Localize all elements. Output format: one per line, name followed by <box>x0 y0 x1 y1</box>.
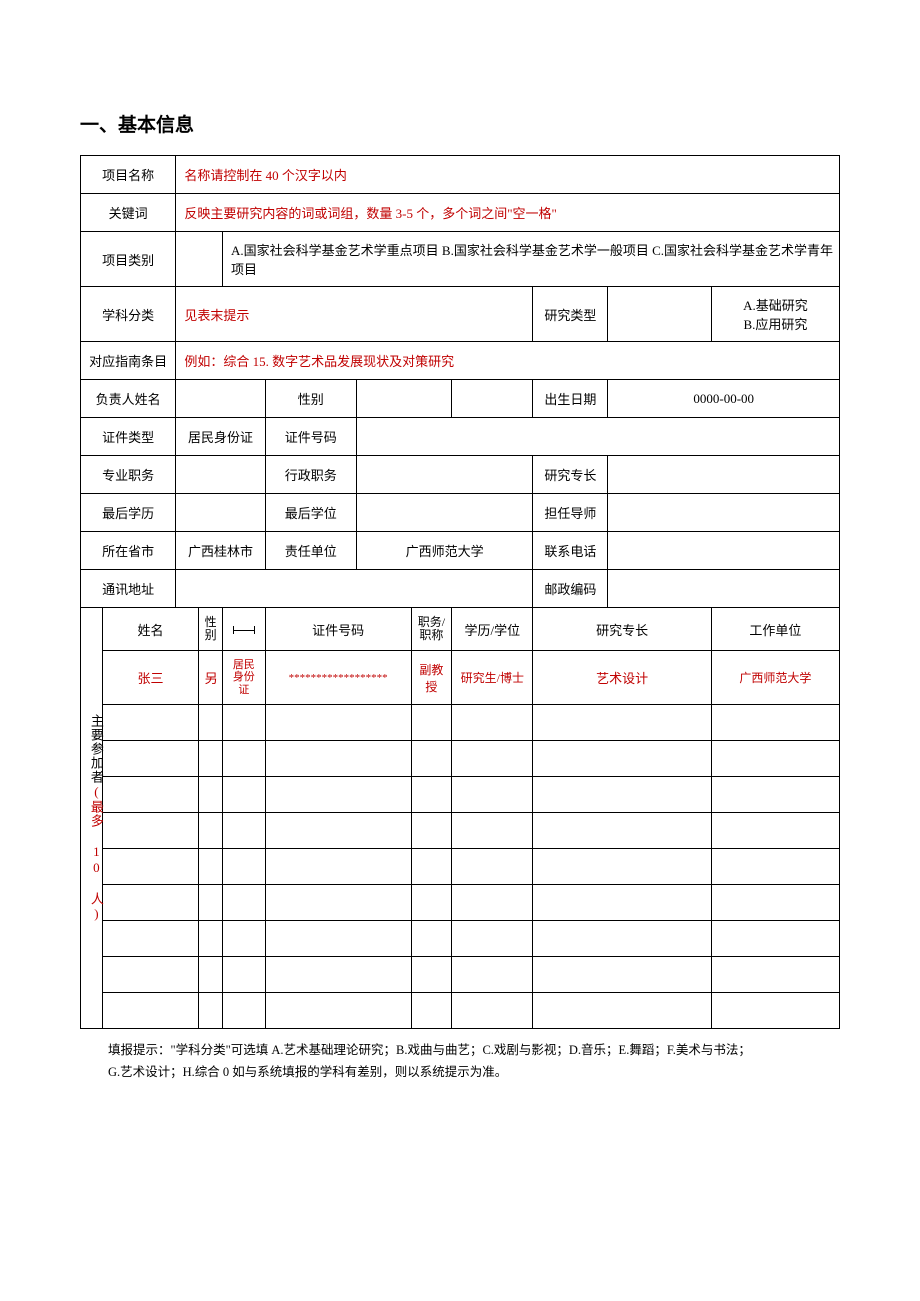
participant-education[interactable]: 研究生/博士 <box>452 651 533 704</box>
label-mailing-address: 通讯地址 <box>81 570 176 608</box>
label-research-type: 研究类型 <box>533 287 608 342</box>
participant-row-empty <box>81 776 840 812</box>
cell-research-type-code[interactable] <box>608 287 711 342</box>
value-province-city: 广西桂林市 <box>176 532 265 570</box>
value-id-type: 居民身份证 <box>176 418 265 456</box>
label-keywords: 关键词 <box>81 194 176 232</box>
cell-contact-phone[interactable] <box>608 532 840 570</box>
label-postal-code: 邮政编码 <box>533 570 608 608</box>
label-guide-item: 对应指南条目 <box>81 342 176 380</box>
label-supervisor: 担任导师 <box>533 494 608 532</box>
label-id-number: 证件号码 <box>265 418 356 456</box>
participant-name[interactable]: 张三 <box>103 651 198 704</box>
label-last-degree: 最后学位 <box>265 494 356 532</box>
value-subject-hint: 见表末提示 <box>176 287 533 342</box>
cell-category-code[interactable] <box>176 232 223 287</box>
basic-info-table: 项目名称 名称请控制在 40 个汉字以内 关键词 反映主要研究内容的词或词组，数… <box>80 155 840 1029</box>
value-responsible-unit: 广西师范大学 <box>356 532 532 570</box>
label-leader-name: 负责人姓名 <box>81 380 176 418</box>
cell-mailing-address[interactable] <box>176 570 533 608</box>
value-project-name-hint: 名称请控制在 40 个汉字以内 <box>176 156 840 194</box>
header-participant-id-type-marker <box>223 608 266 651</box>
value-keywords-hint: 反映主要研究内容的词或词组，数量 3-5 个，多个词之间"空一格" <box>176 194 840 232</box>
participant-row-empty <box>81 704 840 740</box>
participant-row-empty <box>81 884 840 920</box>
participant-row-empty <box>81 848 840 884</box>
participant-specialty[interactable]: 艺术设计 <box>533 651 712 704</box>
cell-last-degree[interactable] <box>356 494 532 532</box>
cell-professional-title[interactable] <box>176 456 265 494</box>
value-project-category-options: A.国家社会科学基金艺术学重点项目 B.国家社会科学基金艺术学一般项目 C.国家… <box>223 232 840 287</box>
participant-row-empty <box>81 740 840 776</box>
cell-admin-position[interactable] <box>356 456 532 494</box>
participant-id-number[interactable]: ****************** <box>265 651 411 704</box>
label-birth-date: 出生日期 <box>533 380 608 418</box>
cell-supervisor[interactable] <box>608 494 840 532</box>
cell-id-number[interactable] <box>356 418 839 456</box>
participant-id-type[interactable]: 居民身份证 <box>223 651 266 704</box>
cell-gender-code[interactable] <box>356 380 451 418</box>
label-gender: 性别 <box>265 380 356 418</box>
participant-row-empty <box>81 992 840 1028</box>
header-participant-gender: 性别 <box>198 608 222 651</box>
label-subject-category: 学科分类 <box>81 287 176 342</box>
participant-row-empty <box>81 812 840 848</box>
header-participant-position: 职务/职称 <box>411 608 452 651</box>
participant-position[interactable]: 副教授 <box>411 651 452 704</box>
header-participant-id-number: 证件号码 <box>265 608 411 651</box>
value-research-type-options: A.基础研究 B.应用研究 <box>711 287 839 342</box>
cell-gender-value[interactable] <box>452 380 533 418</box>
header-participant-workunit: 工作单位 <box>711 608 839 651</box>
section-title: 一、基本信息 <box>80 110 840 137</box>
cell-last-education[interactable] <box>176 494 265 532</box>
header-participant-specialty: 研究专长 <box>533 608 712 651</box>
label-province-city: 所在省市 <box>81 532 176 570</box>
label-contact-phone: 联系电话 <box>533 532 608 570</box>
footer-line1: 填报提示："学科分类"可选填 A.艺术基础理论研究；B.戏曲与曲艺；C.戏剧与影… <box>108 1039 840 1062</box>
label-last-education: 最后学历 <box>81 494 176 532</box>
header-participant-name: 姓名 <box>103 608 198 651</box>
label-responsible-unit: 责任单位 <box>265 532 356 570</box>
label-admin-position: 行政职务 <box>265 456 356 494</box>
cell-leader-name[interactable] <box>176 380 265 418</box>
participants-limit-text: (最多 10 人) <box>89 784 104 922</box>
participants-label-text: 主要参加者 <box>89 714 104 784</box>
label-project-name: 项目名称 <box>81 156 176 194</box>
header-participant-education: 学历/学位 <box>452 608 533 651</box>
cell-research-specialty[interactable] <box>608 456 840 494</box>
participant-row-empty <box>81 920 840 956</box>
cell-postal-code[interactable] <box>608 570 840 608</box>
label-research-specialty: 研究专长 <box>533 456 608 494</box>
participant-row-empty <box>81 956 840 992</box>
footer-note: 填报提示："学科分类"可选填 A.艺术基础理论研究；B.戏曲与曲艺；C.戏剧与影… <box>80 1039 840 1084</box>
footer-line2: G.艺术设计；H.综合 0 如与系统填报的学科有差别，则以系统提示为准。 <box>108 1061 840 1084</box>
label-project-category: 项目类别 <box>81 232 176 287</box>
value-guide-item-hint: 例如：综合 15. 数字艺术品发展现状及对策研究 <box>176 342 840 380</box>
label-professional-title: 专业职务 <box>81 456 176 494</box>
participant-row: 张三 另 居民身份证 ****************** 副教授 研究生/博士… <box>81 651 840 704</box>
value-birth-date[interactable]: 0000-00-00 <box>608 380 840 418</box>
participant-gender[interactable]: 另 <box>198 651 222 704</box>
participant-workunit[interactable]: 广西师范大学 <box>711 651 839 704</box>
label-id-type: 证件类型 <box>81 418 176 456</box>
label-participants: 主要参加者(最多 10 人) <box>81 608 103 1029</box>
